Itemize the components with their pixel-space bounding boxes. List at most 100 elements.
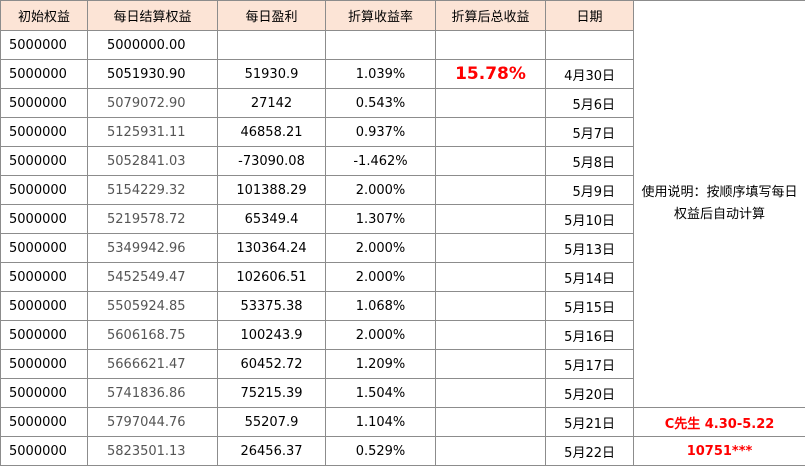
- cell: 5000000.00: [88, 31, 218, 60]
- header-cell: 折算后总收益: [436, 1, 546, 31]
- cell: 5000000: [1, 408, 88, 437]
- empty-cell: [436, 379, 546, 408]
- cell: 5月8日: [546, 147, 634, 176]
- cell: 5月20日: [546, 379, 634, 408]
- cell: 5000000: [1, 379, 88, 408]
- header-cell: 折算收益率: [326, 1, 436, 31]
- empty-cell: [436, 31, 546, 60]
- empty-cell: [436, 292, 546, 321]
- empty-cell: [436, 321, 546, 350]
- empty-cell: [436, 350, 546, 379]
- cell: 60452.72: [218, 350, 326, 379]
- cell: 53375.38: [218, 292, 326, 321]
- cell: 100243.9: [218, 321, 326, 350]
- cell: 5000000: [1, 205, 88, 234]
- cell: 5079072.90: [88, 89, 218, 118]
- cell: 2.000%: [326, 321, 436, 350]
- account-id: 10751***: [634, 437, 805, 466]
- cell: 4月30日: [546, 60, 634, 89]
- empty-cell: [436, 437, 546, 466]
- cell: 5月7日: [546, 118, 634, 147]
- cell: 1.209%: [326, 350, 436, 379]
- cell: 27142: [218, 89, 326, 118]
- cell: 5000000: [1, 263, 88, 292]
- cell: 5797044.76: [88, 408, 218, 437]
- cell: 2.000%: [326, 176, 436, 205]
- cell: 0.543%: [326, 89, 436, 118]
- cell: 5月21日: [546, 408, 634, 437]
- cell: 5000000: [1, 437, 88, 466]
- cell: 5月15日: [546, 292, 634, 321]
- empty-cell: [436, 176, 546, 205]
- cell: 5741836.86: [88, 379, 218, 408]
- empty-cell: [326, 31, 436, 60]
- empty-cell: [436, 89, 546, 118]
- cell: 5052841.03: [88, 147, 218, 176]
- cell: 5452549.47: [88, 263, 218, 292]
- cell: 5月17日: [546, 350, 634, 379]
- cell: 5606168.75: [88, 321, 218, 350]
- cell: 0.529%: [326, 437, 436, 466]
- cell: 1.068%: [326, 292, 436, 321]
- header-cell: 每日盈利: [218, 1, 326, 31]
- empty-cell: [436, 147, 546, 176]
- header-cell: 初始权益: [1, 1, 88, 31]
- usage-note: 使用说明：按顺序填写每日权益后自动计算: [634, 1, 805, 408]
- cell: -73090.08: [218, 147, 326, 176]
- cell: 5505924.85: [88, 292, 218, 321]
- cell: 5154229.32: [88, 176, 218, 205]
- cell: 5000000: [1, 118, 88, 147]
- cell: 0.937%: [326, 118, 436, 147]
- cell: 5月22日: [546, 437, 634, 466]
- cell: 5000000: [1, 89, 88, 118]
- empty-cell: [436, 263, 546, 292]
- cell: 130364.24: [218, 234, 326, 263]
- cell: 5349942.96: [88, 234, 218, 263]
- cell: 1.307%: [326, 205, 436, 234]
- cell: 5823501.13: [88, 437, 218, 466]
- cell: 5月13日: [546, 234, 634, 263]
- empty-cell: [436, 118, 546, 147]
- cell: 101388.29: [218, 176, 326, 205]
- cell: 5000000: [1, 176, 88, 205]
- cell: 55207.9: [218, 408, 326, 437]
- cell: 5000000: [1, 31, 88, 60]
- cell: 102606.51: [218, 263, 326, 292]
- header-row: 初始权益每日结算权益每日盈利折算收益率折算后总收益日期使用说明：按顺序填写每日权…: [1, 1, 805, 31]
- cell: 5月10日: [546, 205, 634, 234]
- cell: 5666621.47: [88, 350, 218, 379]
- header-cell: 日期: [546, 1, 634, 31]
- cell: 1.504%: [326, 379, 436, 408]
- cell: 5000000: [1, 60, 88, 89]
- cell: 5000000: [1, 321, 88, 350]
- cell: 5月16日: [546, 321, 634, 350]
- empty-cell: [546, 31, 634, 60]
- cell: 5月9日: [546, 176, 634, 205]
- cell: 1.104%: [326, 408, 436, 437]
- cell: 5125931.11: [88, 118, 218, 147]
- cell: 5219578.72: [88, 205, 218, 234]
- empty-cell: [436, 234, 546, 263]
- cell: 5月6日: [546, 89, 634, 118]
- cell: -1.462%: [326, 147, 436, 176]
- cell: 5051930.90: [88, 60, 218, 89]
- cell: 46858.21: [218, 118, 326, 147]
- cell: 2.000%: [326, 263, 436, 292]
- cell: 15.78%: [436, 60, 546, 89]
- empty-cell: [436, 205, 546, 234]
- cell: 75215.39: [218, 379, 326, 408]
- header-cell: 每日结算权益: [88, 1, 218, 31]
- cell: 5月14日: [546, 263, 634, 292]
- cell: 5000000: [1, 292, 88, 321]
- cell: 65349.4: [218, 205, 326, 234]
- cell: 5000000: [1, 234, 88, 263]
- empty-cell: [218, 31, 326, 60]
- cell: 1.039%: [326, 60, 436, 89]
- cell: 51930.9: [218, 60, 326, 89]
- empty-cell: [436, 408, 546, 437]
- cell: 26456.37: [218, 437, 326, 466]
